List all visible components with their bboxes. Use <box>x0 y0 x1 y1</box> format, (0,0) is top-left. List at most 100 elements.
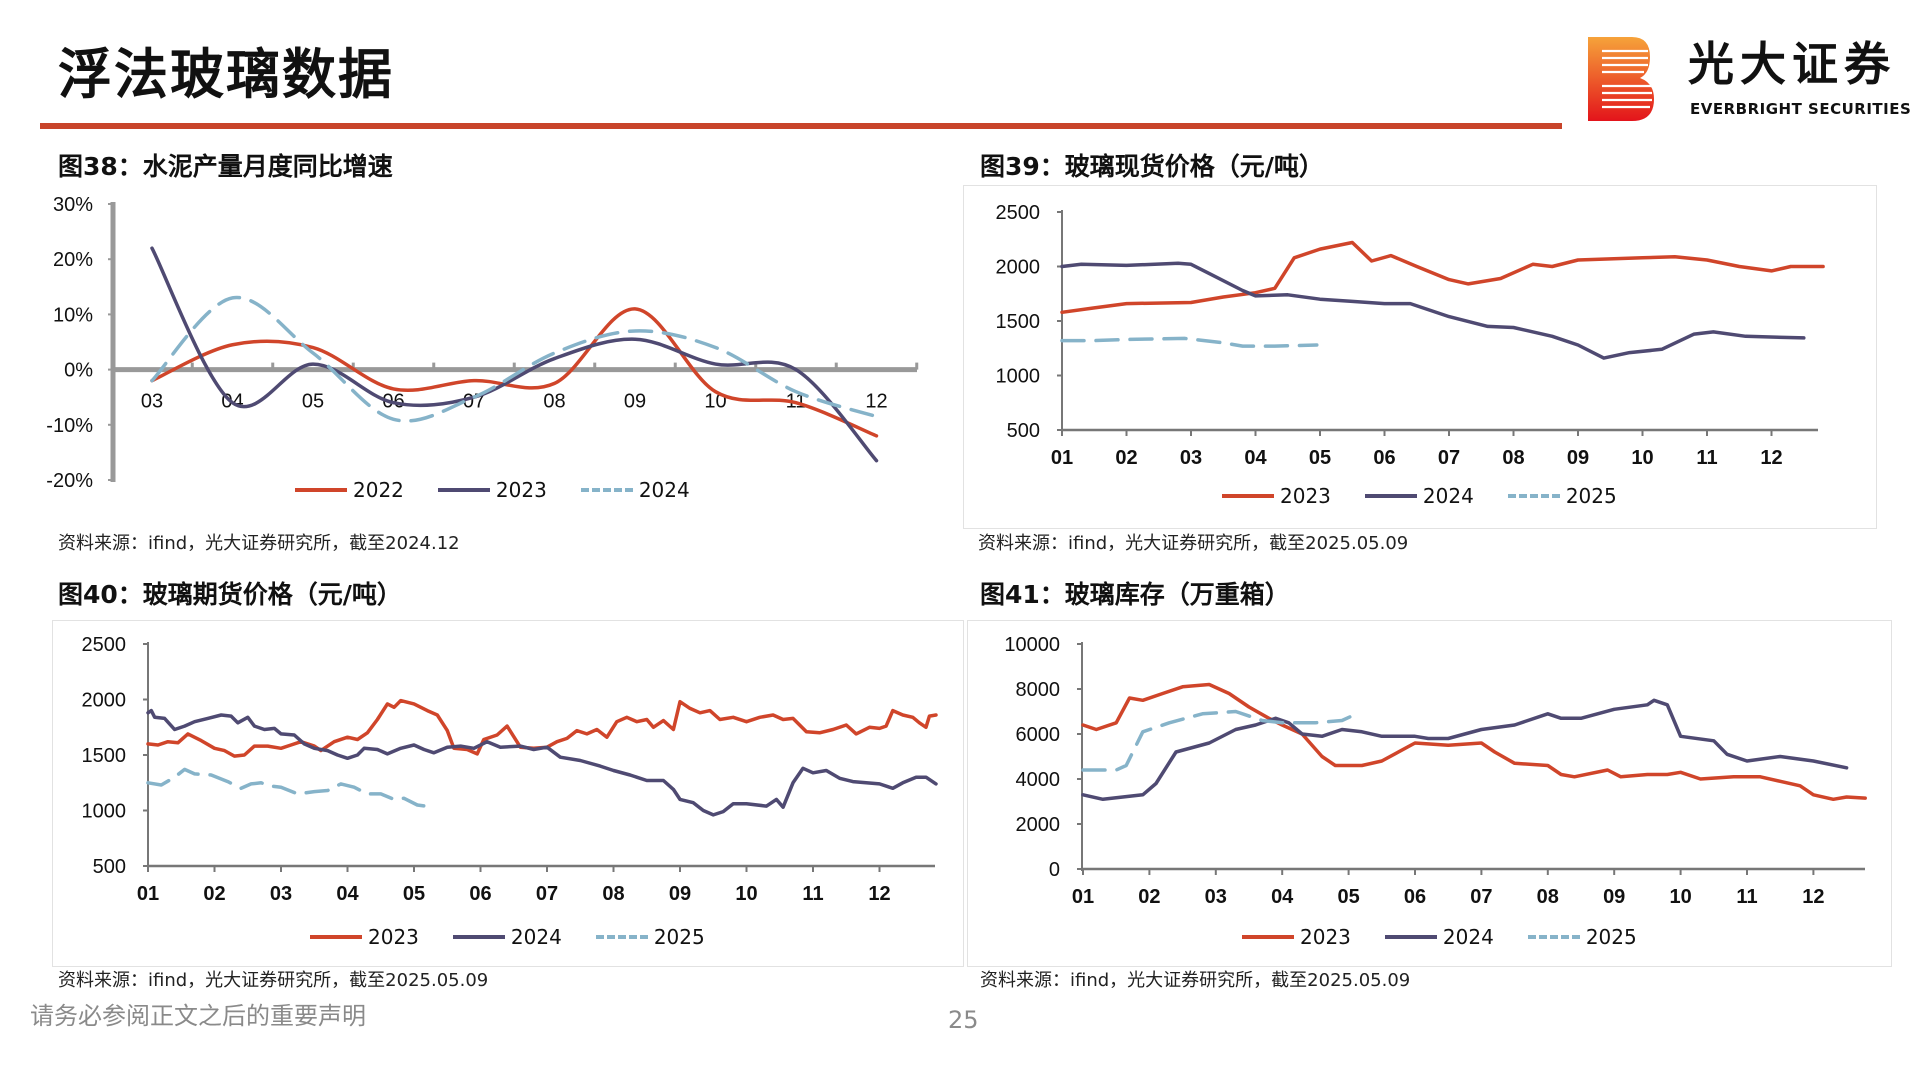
y-tick-label: 10% <box>53 304 93 326</box>
disclaimer-note: 请务必参阅正文之后的重要声明 <box>30 1002 366 1030</box>
legend-label: 2023 <box>1280 484 1331 508</box>
legend-item: 2023 <box>1222 484 1331 508</box>
series-2025-line <box>146 767 436 809</box>
fig41-plot: 10000 8000 6000 4000 2000 0 01 02 03 04 05 06 07 08 09… <box>1004 634 1867 908</box>
legend-label: 2023 <box>495 478 547 502</box>
x-tick-label: 02 <box>1138 886 1160 908</box>
fig39-plot: 2500 2000 1500 1000 500 01 02 03 04 05 06 07 08 09 10 1… <box>996 202 1825 469</box>
fig41-legend: 2023 2024 2025 <box>1242 925 1637 949</box>
series-2023-line <box>1081 682 1867 802</box>
legend-swatch <box>1222 494 1274 498</box>
x-tick-label: 10 <box>1631 447 1653 469</box>
legend-item: 2022 <box>295 478 404 502</box>
x-tick-label: 10 <box>735 883 757 905</box>
x-tick-label: 12 <box>865 391 887 413</box>
legend-item: 2023 <box>1242 925 1351 949</box>
x-tick-label: 09 <box>624 391 646 413</box>
y-tick-label: 1000 <box>82 801 127 823</box>
y-tick-label: 500 <box>93 856 126 878</box>
x-tick-label: 08 <box>543 391 565 413</box>
fig38-plot: 30%20%10%0%-10%-20%03 04 05 06 07 08 09 10 11 12 <box>46 194 919 492</box>
x-tick-label: 10 <box>1669 886 1691 908</box>
legend-item: 2023 <box>437 478 547 502</box>
legend-item: 2025 <box>1507 484 1617 508</box>
x-tick-label: 04 <box>1271 886 1294 908</box>
series-2023-line <box>146 698 938 758</box>
y-tick-label: 20% <box>53 249 93 271</box>
legend-label: 2025 <box>1585 925 1637 949</box>
x-tick-label: 01 <box>1051 447 1073 469</box>
x-tick-label: 05 <box>302 391 324 413</box>
legend-label: 2024 <box>638 478 690 502</box>
x-tick-label: 08 <box>1502 447 1524 469</box>
y-tick-label: 500 <box>1007 420 1040 442</box>
series-2024-line <box>1081 698 1849 802</box>
x-tick-label: 05 <box>403 883 425 905</box>
x-tick-label: 02 <box>1115 447 1137 469</box>
legend-item: 2024 <box>1384 925 1494 949</box>
x-tick-label: 06 <box>1373 447 1395 469</box>
fig38-legend: 2022 2023 2024 <box>295 478 690 502</box>
x-tick-label: 04 <box>1244 447 1267 469</box>
legend-swatch <box>580 488 633 492</box>
fig39-frame <box>963 185 1877 529</box>
fig40-plot: 2500 2000 1500 1000 500 01 02 03 04 05 06 07 08 09 10 1… <box>82 634 938 905</box>
x-tick-label: 07 <box>1470 886 1492 908</box>
y-tick-label: 2500 <box>996 202 1041 224</box>
brand-name-cn: 光大证券 <box>1688 37 1896 91</box>
fig39-legend: 2023 2024 2025 <box>1222 484 1617 508</box>
fig39-title: 图39：玻璃现货价格（元/吨） <box>980 152 1324 181</box>
fig40-title: 图40：玻璃期货价格（元/吨） <box>58 580 402 609</box>
x-tick-label: 09 <box>1603 886 1625 908</box>
y-tick-label: 2000 <box>996 257 1041 279</box>
x-tick-label: 05 <box>1337 886 1359 908</box>
page-title: 浮法玻璃数据 <box>58 43 394 106</box>
legend-item: 2024 <box>580 478 690 502</box>
y-tick-label: 2000 <box>82 690 127 712</box>
y-tick-label: 2000 <box>1016 814 1061 836</box>
legend-label: 2023 <box>368 925 419 949</box>
y-tick-label: 1500 <box>996 311 1041 333</box>
x-tick-label: 12 <box>1802 886 1824 908</box>
legend-label: 2022 <box>353 478 404 502</box>
fig38-title: 图38：水泥产量月度同比增速 <box>58 152 393 181</box>
x-tick-label: 06 <box>1404 886 1426 908</box>
x-tick-label: 07 <box>536 883 558 905</box>
legend-item: 2024 <box>1364 484 1474 508</box>
legend-swatch <box>1527 935 1580 939</box>
x-tick-label: 09 <box>669 883 691 905</box>
legend-label: 2023 <box>1300 925 1351 949</box>
series-2024-line <box>150 295 879 423</box>
fig40-legend: 2023 2024 2025 <box>310 925 705 949</box>
y-tick-label: 0 <box>1049 859 1060 881</box>
x-tick-label: 03 <box>270 883 292 905</box>
legend-swatch <box>1364 494 1417 498</box>
x-tick-label: 12 <box>868 883 890 905</box>
y-tick-label: 2500 <box>82 634 127 656</box>
fig40-frame <box>52 620 964 967</box>
legend-swatch <box>310 935 362 939</box>
y-tick-label: 6000 <box>1016 724 1061 746</box>
legend-swatch <box>1242 935 1294 939</box>
legend-swatch <box>452 935 505 939</box>
series-2024-line <box>146 708 938 817</box>
x-tick-label: 08 <box>1537 886 1559 908</box>
fig41-source: 资料来源：ifind，光大证券研究所，截至2025.05.09 <box>980 970 1411 991</box>
y-tick-label: 8000 <box>1016 679 1061 701</box>
series-2023-line <box>1060 240 1825 315</box>
everbright-logo-icon <box>1588 37 1654 125</box>
x-tick-label: 04 <box>336 883 359 905</box>
y-tick-label: -10% <box>46 415 93 437</box>
y-tick-label: 1000 <box>996 366 1041 388</box>
fig39-source: 资料来源：ifind，光大证券研究所，截至2025.05.09 <box>978 533 1409 554</box>
y-tick-label: 10000 <box>1004 634 1060 656</box>
legend-swatch <box>295 488 347 492</box>
legend-swatch <box>1384 935 1437 939</box>
series-2024-line <box>1060 261 1806 360</box>
x-tick-label: 11 <box>1736 886 1757 908</box>
legend-label: 2024 <box>1422 484 1474 508</box>
fig41-title: 图41：玻璃库存（万重箱） <box>980 580 1290 609</box>
x-tick-label: 12 <box>1760 447 1782 469</box>
legend-label: 2025 <box>653 925 705 949</box>
